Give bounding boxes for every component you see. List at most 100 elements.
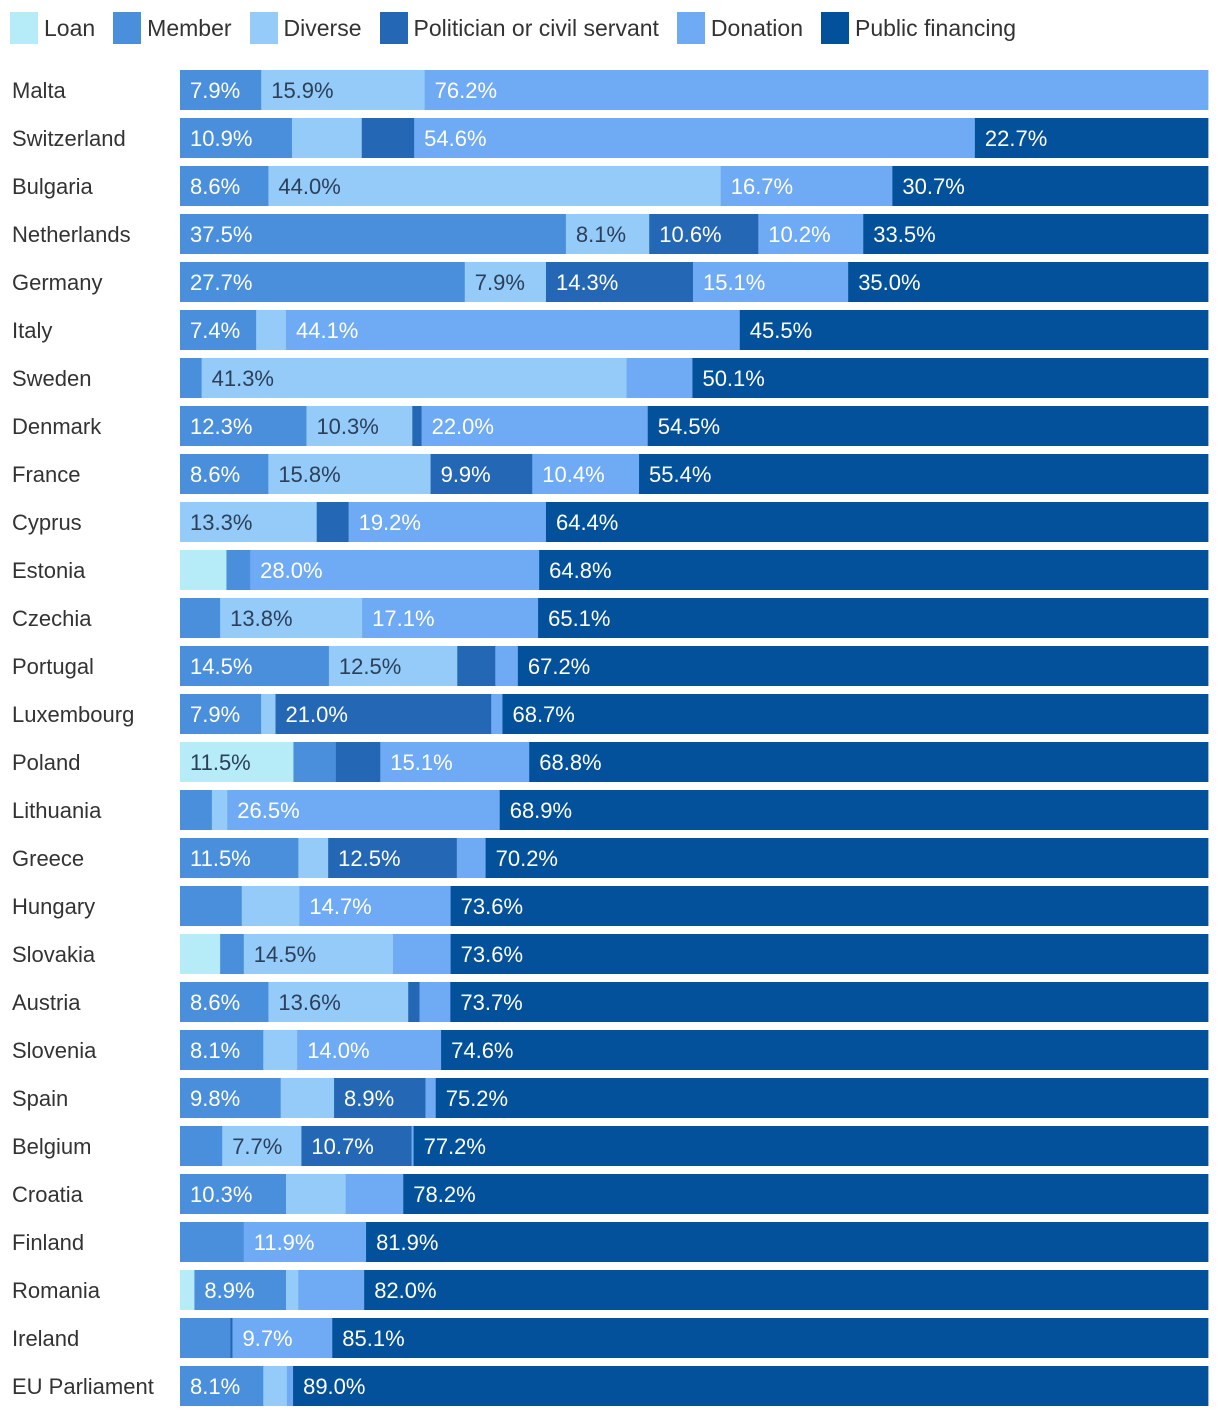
bar-segment-lithuania-donation[interactable] bbox=[227, 790, 501, 830]
bar-segment-portugal-politician-or-civil-servant[interactable] bbox=[457, 646, 496, 686]
bar-segment-eu-parliament-public-financing[interactable] bbox=[293, 1366, 1209, 1406]
bar-segment-ireland-member[interactable] bbox=[180, 1318, 231, 1358]
bar-segment-greece-public-financing[interactable] bbox=[485, 838, 1209, 878]
bar-segment-germany-member[interactable] bbox=[180, 262, 466, 302]
bar-segment-czechia-member[interactable] bbox=[180, 598, 221, 638]
bar-segment-greece-donation[interactable] bbox=[456, 838, 487, 878]
bar-segment-switzerland-public-financing[interactable] bbox=[974, 118, 1209, 158]
bar-segment-spain-donation[interactable] bbox=[425, 1078, 437, 1118]
bar-segment-finland-member[interactable] bbox=[180, 1222, 245, 1262]
legend-item-member[interactable]: Member bbox=[113, 12, 232, 44]
bar-segment-belgium-public-financing[interactable] bbox=[413, 1126, 1209, 1166]
legend-item-donation[interactable]: Donation bbox=[676, 12, 803, 44]
bar-segment-poland-member[interactable] bbox=[293, 742, 337, 782]
bar-segment-malta-diverse[interactable] bbox=[261, 70, 426, 110]
bar-segment-romania-donation[interactable] bbox=[298, 1270, 365, 1310]
bar-segment-croatia-member[interactable] bbox=[180, 1174, 287, 1214]
bar-segment-switzerland-diverse[interactable] bbox=[291, 118, 363, 158]
bar-segment-spain-public-financing[interactable] bbox=[435, 1078, 1209, 1118]
bar-segment-croatia-donation[interactable] bbox=[345, 1174, 404, 1214]
bar-segment-germany-public-financing[interactable] bbox=[848, 262, 1209, 302]
bar-segment-croatia-public-financing[interactable] bbox=[403, 1174, 1209, 1214]
bar-segment-germany-donation[interactable] bbox=[692, 262, 849, 302]
bar-segment-slovenia-member[interactable] bbox=[180, 1030, 264, 1070]
bar-segment-sweden-member[interactable] bbox=[180, 358, 203, 398]
legend-item-loan[interactable]: Loan bbox=[10, 12, 95, 44]
bar-segment-finland-public-financing[interactable] bbox=[366, 1222, 1209, 1262]
bar-segment-eu-parliament-member[interactable] bbox=[180, 1366, 264, 1406]
bar-segment-hungary-diverse[interactable] bbox=[241, 886, 300, 926]
bar-segment-denmark-politician-or-civil-servant[interactable] bbox=[412, 406, 422, 446]
bar-segment-estonia-public-financing[interactable] bbox=[539, 550, 1209, 590]
bar-segment-spain-diverse[interactable] bbox=[280, 1078, 335, 1118]
bar-segment-slovakia-public-financing[interactable] bbox=[450, 934, 1209, 974]
bar-segment-estonia-loan[interactable] bbox=[180, 550, 227, 590]
bar-segment-malta-donation[interactable] bbox=[424, 70, 1209, 110]
bar-segment-estonia-donation[interactable] bbox=[250, 550, 540, 590]
bar-segment-portugal-member[interactable] bbox=[180, 646, 330, 686]
bar-segment-romania-public-financing[interactable] bbox=[364, 1270, 1209, 1310]
bar-segment-france-member[interactable] bbox=[180, 454, 269, 494]
bar-segment-cyprus-public-financing[interactable] bbox=[545, 502, 1209, 542]
bar-segment-portugal-donation[interactable] bbox=[495, 646, 519, 686]
bar-segment-italy-public-financing[interactable] bbox=[739, 310, 1209, 350]
bar-segment-austria-diverse[interactable] bbox=[268, 982, 409, 1022]
bar-segment-czechia-public-financing[interactable] bbox=[538, 598, 1209, 638]
bar-segment-belgium-diverse[interactable] bbox=[222, 1126, 302, 1166]
bar-segment-sweden-diverse[interactable] bbox=[201, 358, 628, 398]
bar-segment-switzerland-donation[interactable] bbox=[414, 118, 976, 158]
bar-segment-germany-politician-or-civil-servant[interactable] bbox=[545, 262, 694, 302]
bar-segment-slovenia-donation[interactable] bbox=[297, 1030, 442, 1070]
bar-segment-netherlands-diverse[interactable] bbox=[565, 214, 650, 254]
bar-segment-netherlands-politician-or-civil-servant[interactable] bbox=[649, 214, 759, 254]
bar-segment-france-public-financing[interactable] bbox=[639, 454, 1209, 494]
bar-segment-estonia-member[interactable] bbox=[226, 550, 251, 590]
bar-segment-sweden-donation[interactable] bbox=[626, 358, 693, 398]
bar-segment-switzerland-politician-or-civil-servant[interactable] bbox=[361, 118, 415, 158]
bar-segment-portugal-public-financing[interactable] bbox=[517, 646, 1209, 686]
bar-segment-luxembourg-diverse[interactable] bbox=[261, 694, 276, 734]
bar-segment-croatia-diverse[interactable] bbox=[285, 1174, 347, 1214]
bar-segment-slovakia-diverse[interactable] bbox=[243, 934, 394, 974]
bar-segment-hungary-member[interactable] bbox=[180, 886, 243, 926]
bar-segment-greece-diverse[interactable] bbox=[298, 838, 329, 878]
bar-segment-hungary-public-financing[interactable] bbox=[450, 886, 1209, 926]
bar-segment-romania-loan[interactable] bbox=[180, 1270, 195, 1310]
bar-segment-netherlands-donation[interactable] bbox=[758, 214, 864, 254]
bar-segment-eu-parliament-donation[interactable] bbox=[286, 1366, 294, 1406]
bar-segment-spain-politician-or-civil-servant[interactable] bbox=[334, 1078, 426, 1118]
bar-segment-poland-public-financing[interactable] bbox=[529, 742, 1209, 782]
bar-segment-cyprus-politician-or-civil-servant[interactable] bbox=[316, 502, 349, 542]
bar-segment-poland-loan[interactable] bbox=[180, 742, 294, 782]
bar-segment-poland-politician-or-civil-servant[interactable] bbox=[335, 742, 381, 782]
bar-segment-romania-member[interactable] bbox=[194, 1270, 287, 1310]
bar-segment-slovakia-member[interactable] bbox=[220, 934, 245, 974]
bar-segment-czechia-donation[interactable] bbox=[362, 598, 539, 638]
bar-segment-netherlands-member[interactable] bbox=[180, 214, 567, 254]
bar-segment-cyprus-donation[interactable] bbox=[348, 502, 547, 542]
bar-segment-denmark-public-financing[interactable] bbox=[647, 406, 1209, 446]
bar-segment-belgium-donation[interactable] bbox=[411, 1126, 414, 1166]
bar-segment-slovenia-public-financing[interactable] bbox=[441, 1030, 1209, 1070]
bar-segment-belgium-politician-or-civil-servant[interactable] bbox=[301, 1126, 412, 1166]
bar-segment-ireland-public-financing[interactable] bbox=[332, 1318, 1209, 1358]
bar-segment-spain-member[interactable] bbox=[180, 1078, 282, 1118]
bar-segment-lithuania-public-financing[interactable] bbox=[499, 790, 1209, 830]
bar-segment-czechia-diverse[interactable] bbox=[220, 598, 363, 638]
bar-segment-italy-diverse[interactable] bbox=[256, 310, 287, 350]
bar-segment-ireland-politician-or-civil-servant[interactable] bbox=[230, 1318, 233, 1358]
bar-segment-bulgaria-public-financing[interactable] bbox=[892, 166, 1209, 206]
bar-segment-luxembourg-member[interactable] bbox=[180, 694, 262, 734]
bar-segment-italy-member[interactable] bbox=[180, 310, 257, 350]
bar-segment-france-politician-or-civil-servant[interactable] bbox=[430, 454, 533, 494]
bar-segment-luxembourg-politician-or-civil-servant[interactable] bbox=[275, 694, 492, 734]
bar-segment-bulgaria-member[interactable] bbox=[180, 166, 269, 206]
bar-segment-romania-diverse[interactable] bbox=[285, 1270, 299, 1310]
bar-segment-france-diverse[interactable] bbox=[268, 454, 431, 494]
bar-segment-germany-diverse[interactable] bbox=[464, 262, 547, 302]
bar-segment-austria-member[interactable] bbox=[180, 982, 269, 1022]
bar-segment-denmark-member[interactable] bbox=[180, 406, 307, 446]
bar-segment-denmark-diverse[interactable] bbox=[306, 406, 413, 446]
bar-segment-eu-parliament-diverse[interactable] bbox=[263, 1366, 288, 1406]
bar-segment-ireland-donation[interactable] bbox=[232, 1318, 333, 1358]
